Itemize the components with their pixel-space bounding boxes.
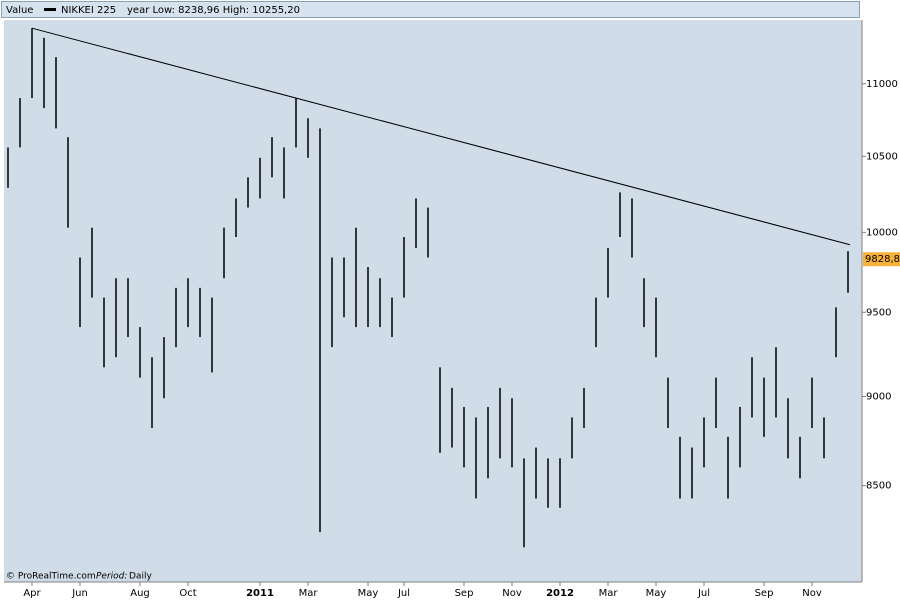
trend-line <box>31 27 851 246</box>
last-price-label: 9828,88 <box>865 254 900 265</box>
plot-area <box>4 20 862 582</box>
x-tick-label: Oct <box>179 588 196 599</box>
x-tick-label: May <box>646 588 667 599</box>
y-tick-label: 11000 <box>866 79 898 90</box>
value-label: Value <box>6 5 33 16</box>
x-tick-label: Nov <box>502 588 522 599</box>
source: © ProRealTime.com <box>6 572 96 582</box>
x-tick-label: Jul <box>397 588 410 599</box>
x-tick-label: 2011 <box>246 588 274 599</box>
period-label: Period: <box>96 572 127 582</box>
x-tick-label: Apr <box>23 588 41 599</box>
y-tick-label: 8500 <box>866 481 891 492</box>
y-tick-label: 9000 <box>866 392 891 403</box>
y-tick-label: 10500 <box>866 151 898 162</box>
last-price-box <box>863 252 900 267</box>
y-tick-label: 10000 <box>866 227 898 238</box>
x-tick-label: Mar <box>299 588 319 599</box>
x-tick-label: Jun <box>71 588 88 599</box>
x-tick-label: May <box>358 588 379 599</box>
x-tick-label: 2012 <box>546 588 574 599</box>
y-tick-label: 9500 <box>866 307 891 318</box>
x-tick-label: Nov <box>802 588 822 599</box>
x-tick-label: Mar <box>599 588 619 599</box>
header-bar <box>1 1 860 18</box>
legend-label: NIKKEI 225 <box>61 5 116 16</box>
x-tick-label: Sep <box>455 588 474 599</box>
stats: year Low: 8238,96 High: 10255,20 <box>127 5 300 16</box>
x-tick-label: Aug <box>130 588 150 599</box>
x-tick-label: Jul <box>697 588 710 599</box>
x-tick-label: Sep <box>755 588 774 599</box>
period: Daily <box>129 572 152 582</box>
legend-swatch <box>44 8 56 11</box>
